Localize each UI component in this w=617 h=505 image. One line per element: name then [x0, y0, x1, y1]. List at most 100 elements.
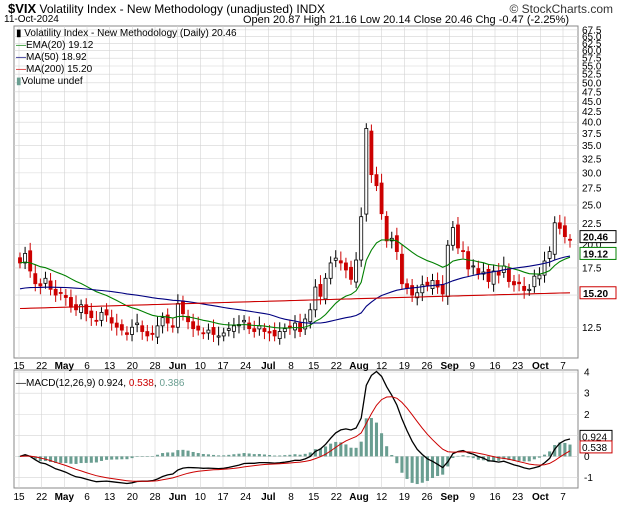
ohlc-readout: Open 20.87 High 21.16 Low 20.14 Close 20…	[242, 14, 569, 26]
candle-body	[308, 309, 313, 323]
close-tag: 20.46	[583, 233, 608, 244]
candle-body	[226, 328, 231, 331]
candle-body	[48, 280, 53, 290]
candle-body	[552, 222, 557, 255]
candle-body	[99, 311, 104, 321]
candle-body	[53, 288, 58, 296]
macd-histogram-bar	[201, 454, 205, 457]
macd-histogram-bar	[456, 455, 460, 457]
candle-body	[557, 222, 562, 229]
macd-histogram-bar	[471, 456, 475, 459]
macd-histogram-bar	[206, 454, 210, 457]
macd-histogram-bar	[441, 456, 445, 475]
candle-body	[221, 332, 226, 337]
candle-body	[415, 292, 420, 299]
candle-body	[160, 317, 165, 327]
macd-histogram-bar	[430, 456, 435, 479]
candle-body	[313, 286, 318, 311]
x-tick-label: Jul	[261, 492, 276, 503]
candle-body	[84, 304, 89, 315]
legend-ma200: —MA(200) 15.20	[16, 64, 93, 75]
candle-body	[405, 283, 409, 289]
macd-histogram-bar	[318, 448, 322, 457]
macd-tag: 0.924	[582, 432, 607, 443]
price-tick-label: 27.5	[582, 184, 602, 195]
macd-histogram-bar	[288, 454, 292, 457]
symbol-name: Volatility Index - New Methodology (unad…	[39, 2, 294, 16]
x-tick-label: Jul	[261, 361, 276, 372]
macd-histogram-bar	[568, 444, 572, 457]
macd-histogram-bar	[532, 456, 536, 460]
macd-legend-v1: 0.924	[98, 378, 124, 389]
macd-histogram-bar	[94, 456, 98, 463]
candle-body	[170, 325, 175, 328]
x-tick-label: Jun	[169, 361, 187, 372]
candle-body	[104, 309, 109, 316]
x-tick-label: 23	[512, 361, 524, 372]
candle-body	[410, 285, 415, 296]
macd-histogram-bar	[507, 456, 511, 461]
candle-body	[94, 319, 99, 322]
macd-histogram-bar	[59, 456, 63, 463]
macd-histogram-bar	[298, 454, 302, 457]
x-tick-label: 12	[376, 361, 388, 372]
macd-histogram-bar	[405, 456, 409, 479]
x-tick-label: 15	[13, 492, 25, 503]
price-tick-label: 37.5	[582, 129, 602, 140]
price-tick-label: 52.5	[582, 70, 602, 81]
candle-body	[323, 277, 328, 300]
macd-histogram-bar	[527, 456, 531, 462]
macd-tick-label: 3	[584, 389, 590, 400]
x-tick-label: 13	[104, 361, 116, 372]
macd-histogram-bar	[130, 456, 134, 459]
x-tick-label: 23	[512, 492, 524, 503]
macd-histogram-bar	[425, 456, 429, 481]
price-panel	[13, 25, 579, 359]
candle-body	[338, 260, 343, 264]
price-tick-label: 67.5	[582, 25, 602, 36]
macd-histogram-bar	[364, 418, 368, 457]
candle-body	[282, 328, 287, 332]
candle-body	[79, 304, 84, 313]
macd-histogram-bar	[79, 456, 83, 464]
candle-body	[201, 332, 206, 335]
macd-histogram-bar	[451, 456, 455, 459]
macd-histogram-bar	[33, 456, 37, 460]
symbol: $VIX	[8, 1, 37, 16]
macd-histogram-bar	[99, 456, 104, 461]
candle-body	[140, 325, 145, 332]
macd-histogram-bar	[390, 455, 394, 457]
price-tick-label: 22.5	[582, 219, 602, 230]
symbol-title: $VIX Volatility Index - New Methodology …	[8, 1, 325, 16]
macd-histogram-bar	[74, 456, 78, 464]
macd-histogram-bar	[125, 456, 129, 460]
candle-body	[369, 130, 374, 176]
candle-body	[359, 216, 364, 261]
macd-histogram-bar	[166, 452, 170, 457]
x-tick-label: Oct	[532, 492, 549, 503]
price-tick-label: 50.0	[582, 78, 602, 89]
candle-body	[231, 325, 236, 332]
macd-histogram-bar	[558, 442, 562, 457]
candle-body	[267, 331, 272, 334]
candle-body	[435, 280, 440, 288]
legend-ema: —EMA(20) 19.12	[16, 40, 94, 51]
x-tick-label: 7	[560, 361, 566, 372]
candle-body	[303, 318, 308, 330]
candle-body	[175, 303, 180, 328]
candle-body	[318, 284, 323, 297]
x-tick-label: 8	[288, 361, 294, 372]
candle-body	[68, 297, 73, 308]
x-tick-label: 9	[470, 492, 476, 503]
macd-histogram-bar	[217, 455, 221, 457]
candle-body	[18, 257, 22, 264]
macd-histogram-bar	[268, 454, 272, 457]
price-tick-label: 32.5	[582, 154, 602, 165]
x-tick-label: 26	[421, 361, 433, 372]
price-tick-label: 62.5	[582, 39, 602, 50]
x-tick-label: 6	[84, 492, 90, 503]
price-tick-label: 65.0	[582, 32, 602, 43]
macd-histogram-bar	[293, 454, 297, 457]
candle-body	[262, 328, 267, 332]
